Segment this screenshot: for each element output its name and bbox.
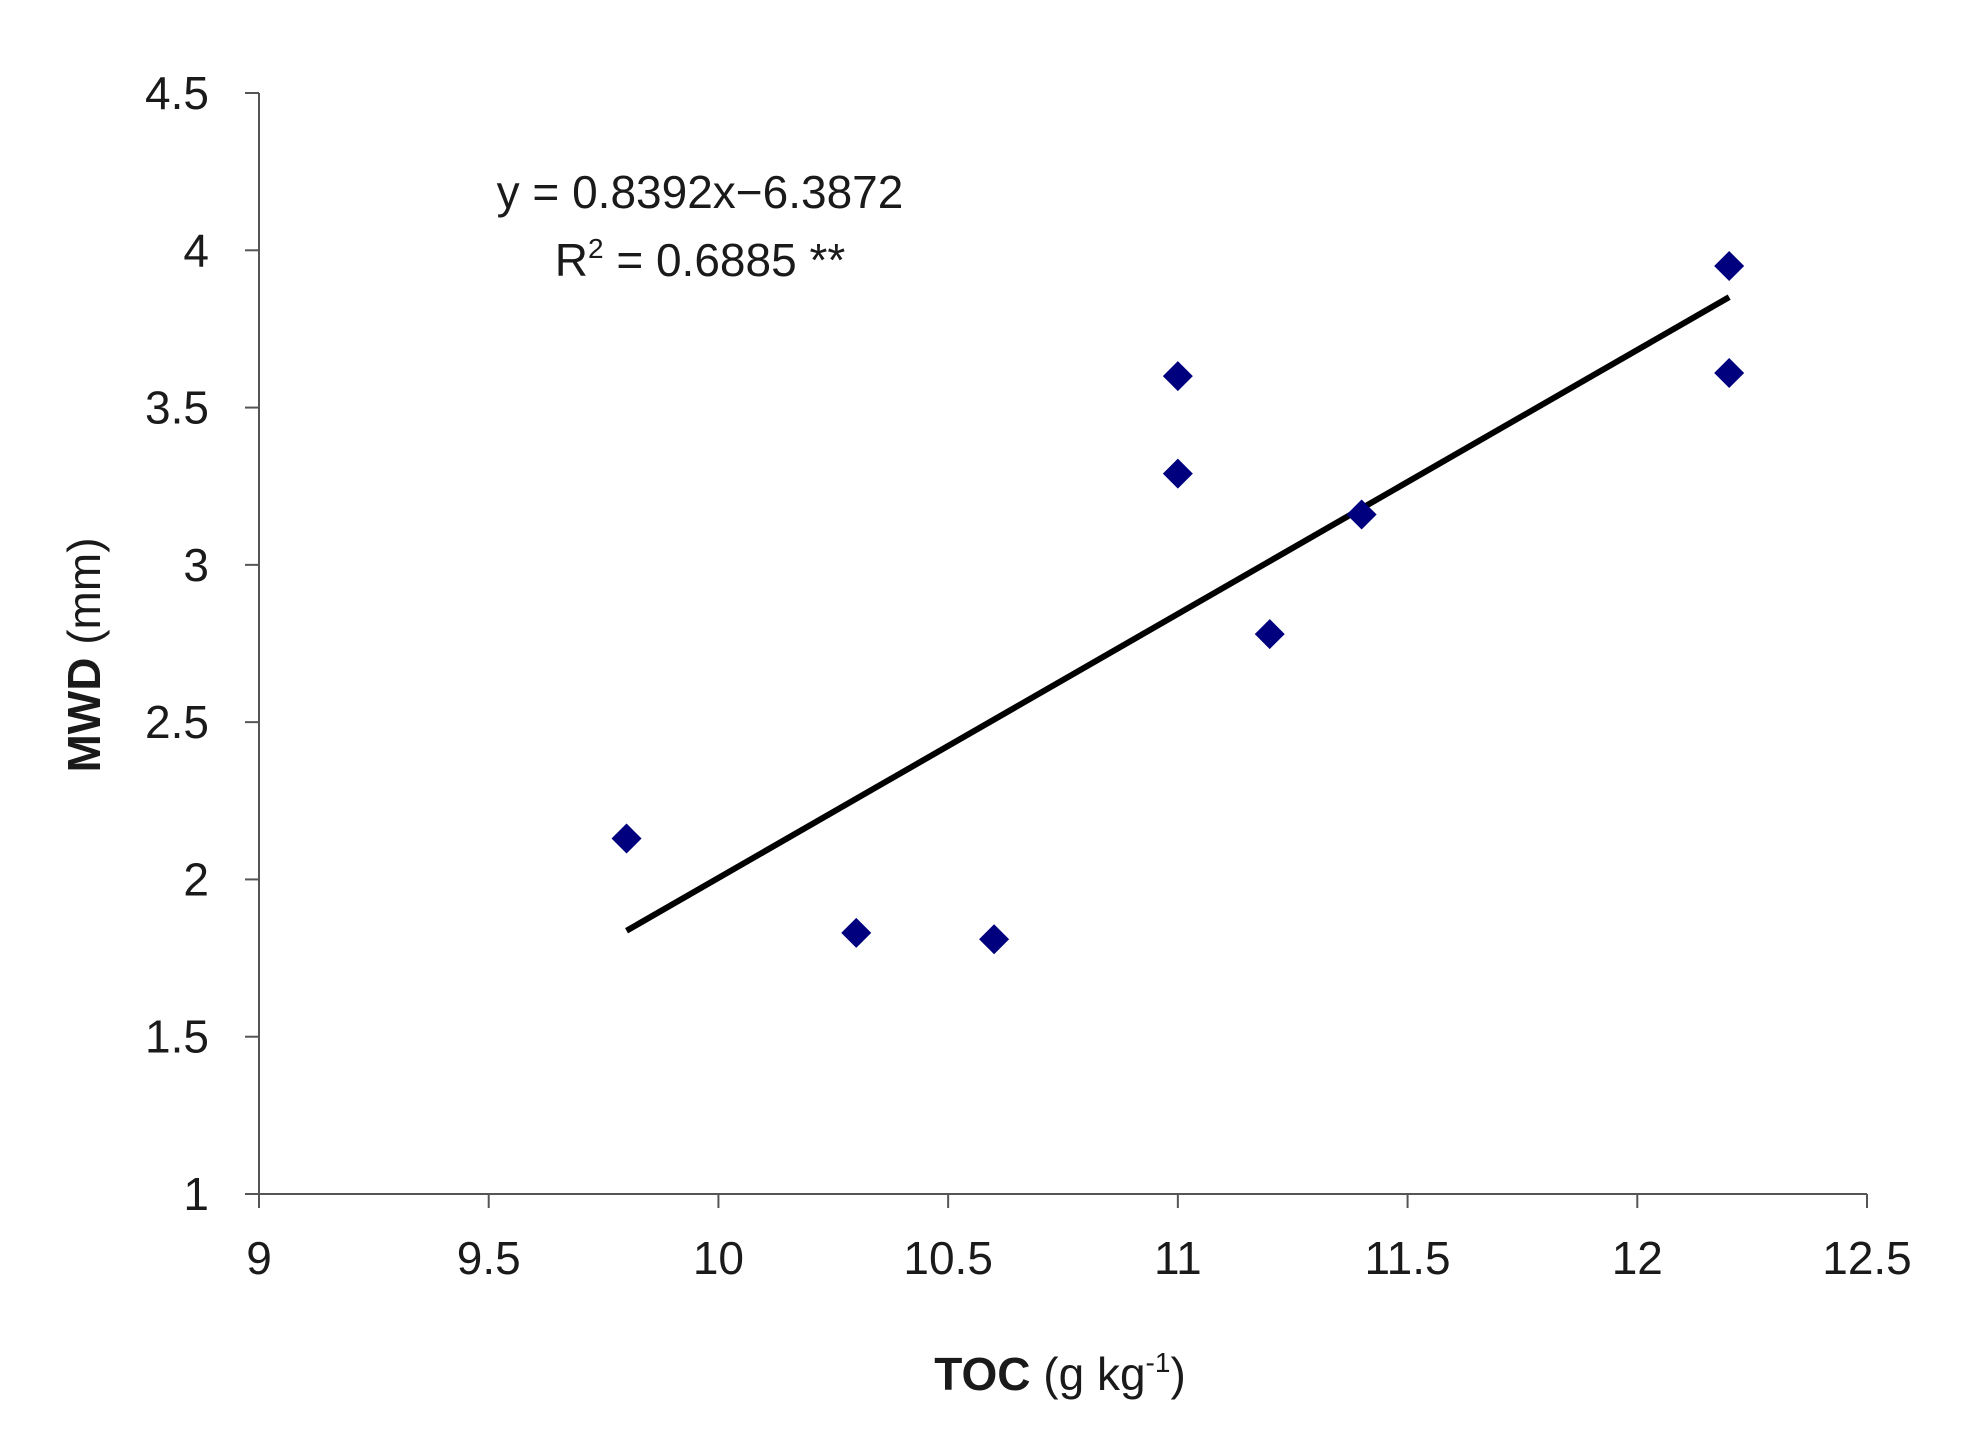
- y-tick-label: 4: [183, 224, 209, 276]
- regression-equation: y = 0.8392x−6.3872: [497, 166, 904, 218]
- x-axis-title-bold: TOC: [934, 1348, 1030, 1400]
- data-point: [611, 823, 642, 854]
- r-squared-value: = 0.6885 **: [604, 234, 846, 286]
- x-tick-label: 10: [693, 1232, 744, 1284]
- data-point: [1162, 458, 1193, 489]
- y-axis-title-bold: MWD: [58, 658, 110, 773]
- axes: [258, 93, 1867, 1195]
- r-squared-superscript: 2: [588, 233, 604, 264]
- x-tick-label: 12.5: [1822, 1232, 1912, 1284]
- x-axis-title: TOC (g kg-1): [934, 1347, 1186, 1400]
- y-axis-title: MWD (mm): [58, 537, 110, 772]
- r-squared-label: R2 = 0.6885 **: [555, 233, 846, 286]
- x-tick-label: 9.5: [457, 1232, 521, 1284]
- y-tick-label: 2.5: [145, 696, 209, 748]
- x-tick-label: 10.5: [903, 1232, 993, 1284]
- data-point: [1254, 619, 1285, 650]
- data-points: [611, 251, 1745, 955]
- x-axis-title-superscript: -1: [1146, 1347, 1171, 1378]
- trendline: [625, 294, 1731, 934]
- y-axis-title-unit: (mm): [58, 537, 110, 657]
- y-tick-label: 4.5: [145, 67, 209, 119]
- data-point: [841, 917, 872, 948]
- x-tick-label: 9: [246, 1232, 272, 1284]
- y-tick-label: 1.5: [145, 1011, 209, 1063]
- x-tick-label: 11.5: [1365, 1232, 1451, 1284]
- data-point: [1714, 251, 1745, 282]
- data-point: [979, 924, 1010, 955]
- r-squared-prefix: R: [555, 234, 588, 286]
- data-point: [1346, 499, 1377, 530]
- tick-marks: [245, 92, 1868, 1208]
- x-tick-label: 12: [1612, 1232, 1663, 1284]
- data-point: [1714, 357, 1745, 388]
- y-tick-label: 1: [183, 1168, 209, 1220]
- x-axis-title-unit: (g kg: [1031, 1348, 1146, 1400]
- x-axis-title-close: ): [1170, 1348, 1185, 1400]
- y-tick-label: 2: [183, 853, 209, 905]
- y-tick-label: 3: [183, 539, 209, 591]
- data-point: [1162, 361, 1193, 392]
- y-tick-label: 3.5: [145, 382, 209, 434]
- tick-labels: 9 9.5 10 10.5 11 11.5 12 12.511.522.533.544.5: [145, 67, 1912, 1284]
- x-tick-label: 11: [1154, 1232, 1202, 1284]
- trendline-group: [625, 294, 1731, 934]
